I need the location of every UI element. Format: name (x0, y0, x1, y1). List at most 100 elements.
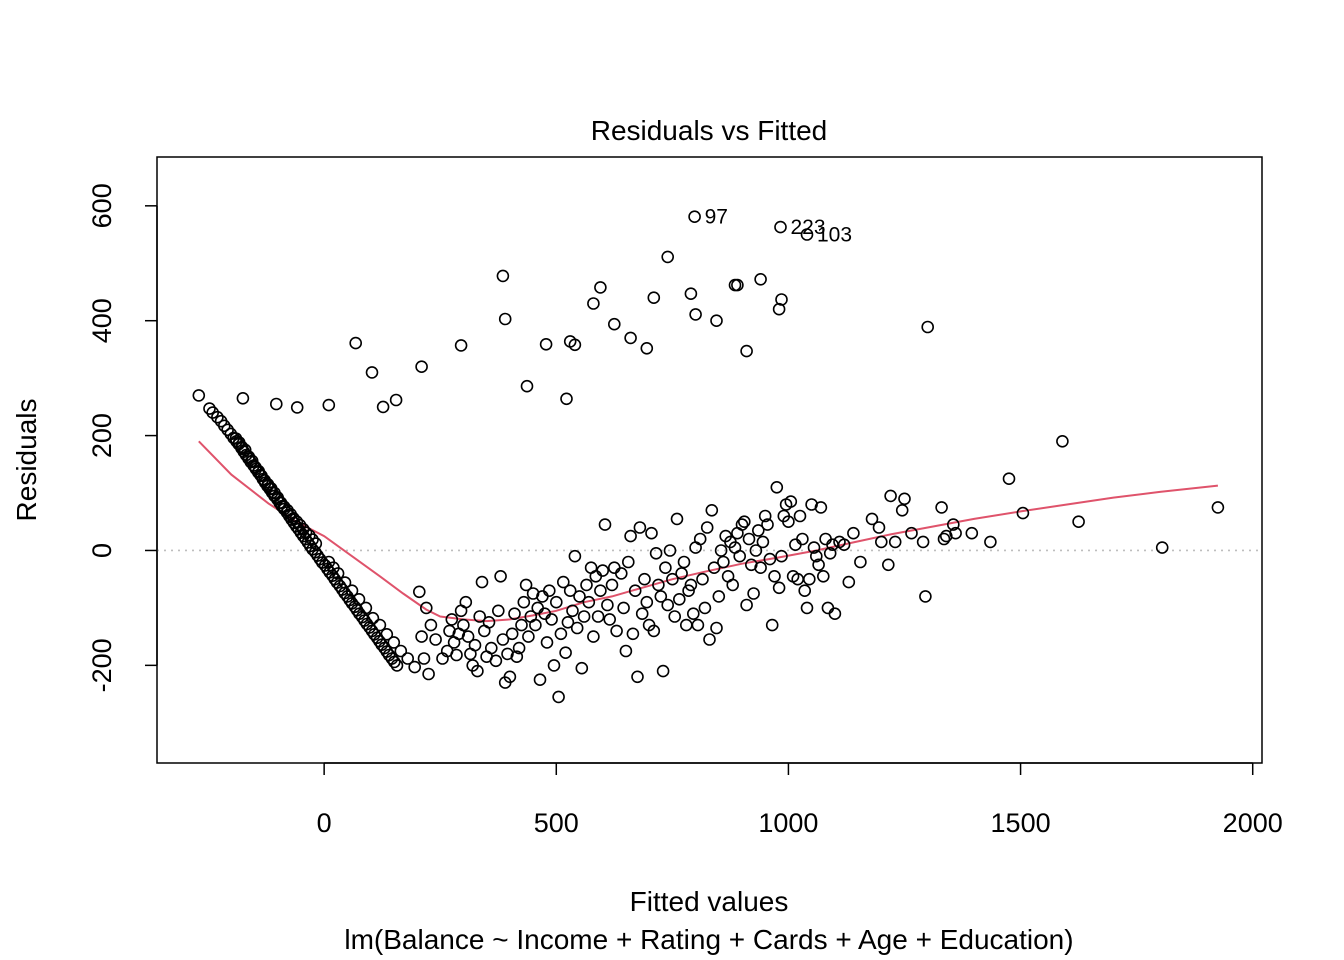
data-point (401, 652, 415, 665)
data-point (854, 555, 867, 569)
data-point (533, 673, 547, 687)
data-point (587, 297, 600, 310)
data-point (740, 598, 753, 612)
data-point (473, 610, 487, 623)
y-axis-label: Residuals (11, 399, 42, 522)
data-point (591, 610, 605, 623)
data-point (510, 650, 524, 664)
outlier-label: 97 (705, 206, 728, 229)
data-point (459, 595, 473, 609)
data-point (677, 555, 691, 569)
data-point (498, 312, 512, 326)
data-point (756, 535, 770, 549)
data-point (556, 575, 570, 589)
data-point (610, 624, 623, 638)
data-point (802, 572, 816, 586)
data-point (837, 538, 851, 552)
data-point (754, 272, 767, 286)
data-point (450, 648, 463, 662)
data-point (668, 610, 682, 623)
data-point (258, 474, 272, 487)
data-point (763, 552, 777, 566)
data-point (475, 575, 489, 589)
data-point (635, 607, 649, 621)
data-point (800, 228, 814, 241)
data-point (881, 558, 895, 572)
data-point (306, 533, 319, 546)
data-point (656, 664, 670, 678)
data-point (649, 546, 663, 560)
data-point (675, 567, 688, 580)
data-point (594, 281, 607, 294)
data-point (614, 567, 628, 580)
data-point (742, 532, 756, 546)
data-point (733, 549, 747, 563)
data-point (496, 633, 510, 646)
data-point (218, 419, 231, 433)
data-point (652, 578, 665, 592)
data-point (775, 293, 788, 306)
data-point (529, 618, 542, 632)
data-point (365, 366, 379, 379)
data-point (520, 379, 534, 393)
data-point (457, 618, 470, 632)
data-point (290, 401, 304, 414)
data-point (607, 561, 621, 575)
data-point (758, 509, 772, 523)
data-point (496, 269, 510, 283)
data-point (888, 535, 902, 549)
data-point (539, 337, 553, 351)
data-point (700, 521, 714, 534)
x-tick-label: 0 (317, 808, 332, 838)
data-point (949, 526, 962, 540)
data-point (389, 393, 403, 407)
data-point (1072, 515, 1085, 529)
residual-points (192, 210, 1225, 704)
data-point (281, 503, 294, 517)
data-point (387, 655, 401, 669)
data-point (1002, 472, 1016, 486)
data-point (512, 641, 526, 655)
data-point (274, 496, 288, 510)
data-point (872, 521, 886, 534)
y-tick-label: 0 (87, 543, 117, 558)
outlier-label: 223 (791, 216, 826, 239)
data-point (349, 336, 363, 350)
data-point (689, 308, 702, 321)
data-point (624, 331, 637, 345)
data-point (693, 532, 707, 546)
x-tick-label: 500 (534, 808, 579, 838)
data-point (552, 690, 565, 704)
data-point (772, 581, 786, 595)
data-point (731, 278, 744, 292)
data-point (663, 544, 677, 557)
x-tick-label: 1500 (991, 808, 1051, 838)
data-point (293, 518, 307, 532)
data-point (322, 398, 336, 412)
data-point (884, 489, 897, 503)
data-point (603, 613, 617, 626)
data-point (765, 618, 779, 632)
data-point (245, 454, 259, 468)
data-point (937, 532, 951, 546)
data-point (605, 578, 619, 592)
data-point (508, 607, 521, 621)
data-point (816, 569, 830, 583)
data-point (235, 440, 249, 454)
data-point (679, 618, 693, 632)
y-tick-label: -200 (87, 638, 117, 692)
data-point (726, 578, 740, 592)
data-point (735, 518, 749, 531)
data-point (624, 529, 637, 543)
data-point (659, 561, 672, 575)
data-point (522, 630, 535, 643)
data-point (309, 537, 323, 550)
data-point (898, 492, 911, 506)
data-point (640, 341, 654, 355)
data-point (568, 338, 582, 352)
data-point (573, 590, 586, 603)
data-point (798, 584, 812, 598)
y-axis: -200 0 200 400 600 (87, 183, 158, 692)
data-point (415, 630, 428, 643)
